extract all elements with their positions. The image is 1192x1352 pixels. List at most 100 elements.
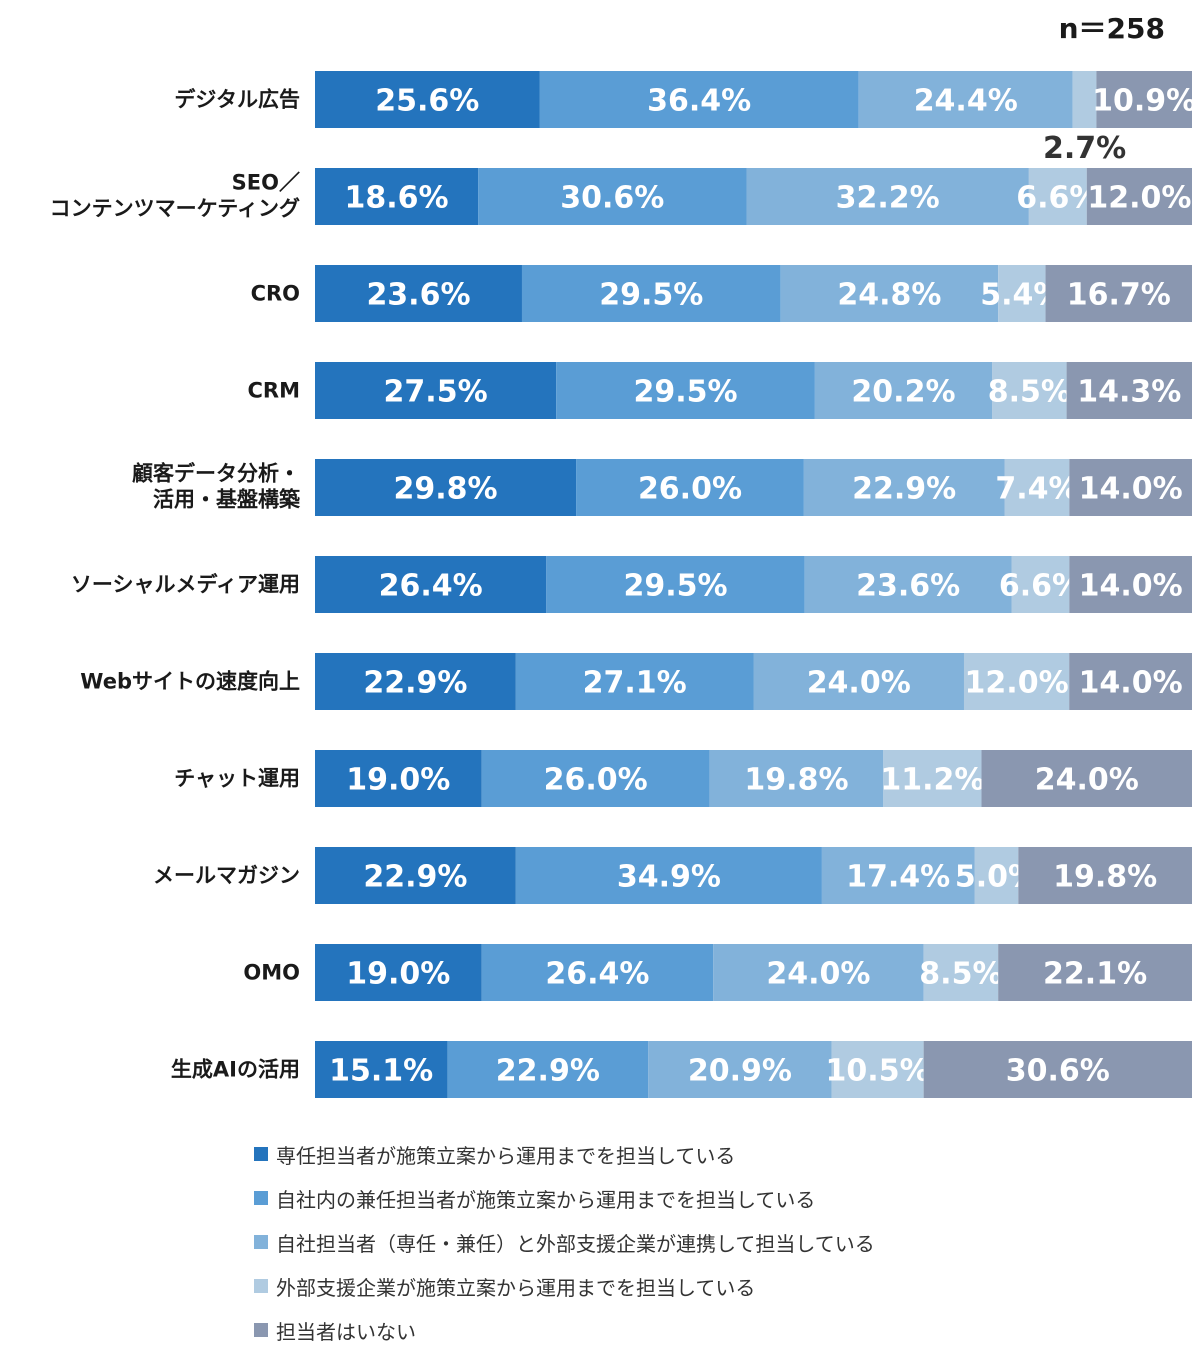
bar-segment bbox=[1066, 362, 1192, 419]
data-label: 24.0% bbox=[807, 666, 911, 701]
data-label: 19.8% bbox=[744, 763, 848, 798]
bar-segment bbox=[315, 459, 577, 516]
category-label: デジタル広告 bbox=[174, 88, 300, 112]
data-label: 24.8% bbox=[837, 278, 941, 313]
data-label: 23.6% bbox=[366, 278, 470, 313]
category-label: CRM bbox=[248, 379, 300, 403]
bar-segment bbox=[315, 847, 516, 904]
data-label: 26.4% bbox=[379, 569, 483, 604]
bar-segment bbox=[858, 71, 1073, 128]
bar-segment bbox=[478, 168, 747, 225]
bar-segment bbox=[576, 459, 804, 516]
bar-segment bbox=[481, 750, 710, 807]
data-label: 14.0% bbox=[1079, 472, 1183, 507]
bar-segment bbox=[447, 1041, 649, 1098]
data-label: 30.6% bbox=[1006, 1054, 1110, 1089]
data-label: 26.0% bbox=[638, 472, 742, 507]
category-label: Webサイトの速度向上 bbox=[80, 670, 300, 694]
data-label: 22.1% bbox=[1043, 957, 1147, 992]
bar-segment bbox=[753, 653, 964, 710]
bar-segment bbox=[481, 944, 714, 1001]
data-label: 14.3% bbox=[1077, 375, 1181, 410]
legend-swatch bbox=[254, 1235, 268, 1249]
data-label: 30.6% bbox=[560, 181, 664, 216]
data-label: 18.6% bbox=[345, 181, 449, 216]
bar-segment bbox=[515, 653, 754, 710]
bar-segment bbox=[1086, 168, 1192, 225]
category-label: CRO bbox=[251, 282, 300, 306]
data-label: 19.0% bbox=[346, 957, 450, 992]
legend: 専任担当者が施策立案から運用までを担当している自社内の兼任担当者が施策立案から運… bbox=[254, 1132, 875, 1352]
bar-segment bbox=[974, 847, 1019, 904]
bar-segment bbox=[923, 944, 999, 1001]
bar-segment bbox=[315, 71, 540, 128]
data-label: 34.9% bbox=[617, 860, 721, 895]
data-label: 14.0% bbox=[1079, 666, 1183, 701]
legend-item: 専任担当者が施策立案から運用までを担当している bbox=[254, 1132, 875, 1176]
bar-segment bbox=[992, 362, 1067, 419]
data-label: 36.4% bbox=[647, 84, 751, 119]
legend-item: 担当者はいない bbox=[254, 1308, 875, 1352]
data-label: 2.7% bbox=[1043, 131, 1126, 166]
data-label: 29.8% bbox=[394, 472, 498, 507]
bar-segment bbox=[315, 1041, 448, 1098]
category-label: メールマガジン bbox=[153, 864, 300, 888]
data-label: 22.9% bbox=[852, 472, 956, 507]
data-label: 20.2% bbox=[851, 375, 955, 410]
bar-segment bbox=[981, 750, 1192, 807]
bar-segment bbox=[1011, 556, 1070, 613]
legend-label: 自社内の兼任担当者が施策立案から運用までを担当している bbox=[276, 1187, 816, 1212]
bar-segment bbox=[746, 168, 1029, 225]
bar-segment bbox=[1096, 71, 1192, 128]
data-label: 29.5% bbox=[599, 278, 703, 313]
bar-segment bbox=[648, 1041, 832, 1098]
legend-swatch bbox=[254, 1323, 268, 1337]
data-label: 19.8% bbox=[1053, 860, 1157, 895]
legend-item: 外部支援企業が施策立案から運用までを担当している bbox=[254, 1264, 875, 1308]
data-label: 22.9% bbox=[363, 666, 467, 701]
data-label: 24.4% bbox=[914, 84, 1018, 119]
data-label: 25.6% bbox=[375, 84, 479, 119]
category-label: SEO／コンテンツマーケティング bbox=[50, 171, 300, 221]
data-label: 32.2% bbox=[836, 181, 940, 216]
data-label: 27.5% bbox=[384, 375, 488, 410]
bar-segment bbox=[713, 944, 924, 1001]
category-label: OMO bbox=[243, 961, 300, 985]
sample-size-label: n＝258 bbox=[1059, 12, 1165, 45]
bar-segment bbox=[1045, 265, 1192, 322]
category-label: ソーシャルメディア運用 bbox=[71, 573, 300, 597]
data-label: 29.5% bbox=[623, 569, 727, 604]
data-label: 6.6% bbox=[1016, 181, 1099, 216]
bar-segment bbox=[1004, 459, 1070, 516]
bar-segment bbox=[539, 71, 859, 128]
bar-segment bbox=[1069, 459, 1192, 516]
data-label: 11.2% bbox=[880, 763, 984, 798]
bar-segment bbox=[821, 847, 975, 904]
data-label: 16.7% bbox=[1067, 278, 1171, 313]
bar-segment bbox=[831, 1041, 924, 1098]
bar-segment bbox=[1072, 71, 1097, 128]
data-label: 7.4% bbox=[995, 472, 1078, 507]
bar-segment bbox=[1069, 653, 1192, 710]
bar-segment bbox=[546, 556, 805, 613]
data-label: 17.4% bbox=[846, 860, 950, 895]
bar-segment bbox=[315, 750, 482, 807]
bar-segment bbox=[1018, 847, 1192, 904]
bar-segment bbox=[709, 750, 884, 807]
bar-segment bbox=[315, 556, 547, 613]
bars-group: デジタル広告 25.6% 36.4% 24.4% 2.7% 10.9% SEO／コンテンツマ… bbox=[50, 71, 1192, 1098]
data-label: 14.0% bbox=[1079, 569, 1183, 604]
bar-segment bbox=[923, 1041, 1192, 1098]
data-label: 6.6% bbox=[999, 569, 1082, 604]
bar-segment bbox=[1028, 168, 1087, 225]
legend-label: 専任担当者が施策立案から運用までを担当している bbox=[276, 1143, 736, 1168]
legend-label: 自社担当者（専任・兼任）と外部支援企業が連携して担当している bbox=[276, 1231, 875, 1256]
data-label: 26.4% bbox=[545, 957, 649, 992]
data-label: 29.5% bbox=[633, 375, 737, 410]
bar-segment bbox=[315, 168, 479, 225]
bar-segment bbox=[814, 362, 993, 419]
legend-label: 外部支援企業が施策立案から運用までを担当している bbox=[276, 1275, 756, 1300]
data-label: 8.5% bbox=[988, 375, 1071, 410]
bar-segment bbox=[804, 556, 1012, 613]
